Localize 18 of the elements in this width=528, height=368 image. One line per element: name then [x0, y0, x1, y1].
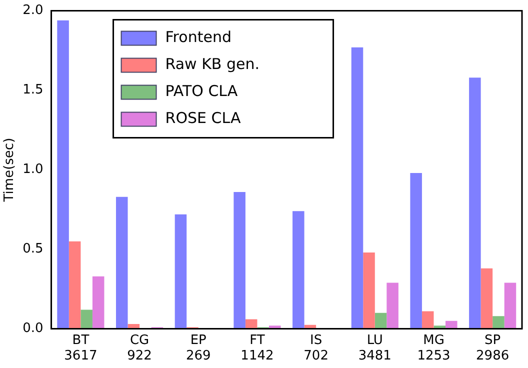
x-tick-label: FT 1142: [240, 332, 274, 364]
x-tick-label: MG 1253: [417, 332, 450, 364]
x-tick-label: SP 2986: [476, 332, 510, 364]
y-tick-label: 0.5: [22, 242, 44, 257]
x-tick-label: BT 3617: [64, 332, 98, 364]
legend-label: Raw KB gen.: [165, 55, 260, 74]
y-tick-label: 2.0: [22, 3, 44, 18]
legend-label: PATO CLA: [165, 82, 238, 100]
x-tick-label: CG 922: [127, 332, 152, 364]
y-axis-title: Time(sec): [2, 138, 18, 203]
y-tick-label: 0.0: [22, 321, 44, 336]
x-tick-label: IS 702: [304, 332, 328, 364]
y-tick-label: 1.0: [22, 162, 44, 178]
legend-label: Frontend: [165, 28, 232, 46]
legend-label: ROSE CLA: [165, 109, 242, 128]
x-tick-label: EP 269: [186, 332, 211, 364]
y-tick-label: 1.5: [22, 82, 44, 98]
x-tick-label: LU 3481: [358, 332, 392, 364]
